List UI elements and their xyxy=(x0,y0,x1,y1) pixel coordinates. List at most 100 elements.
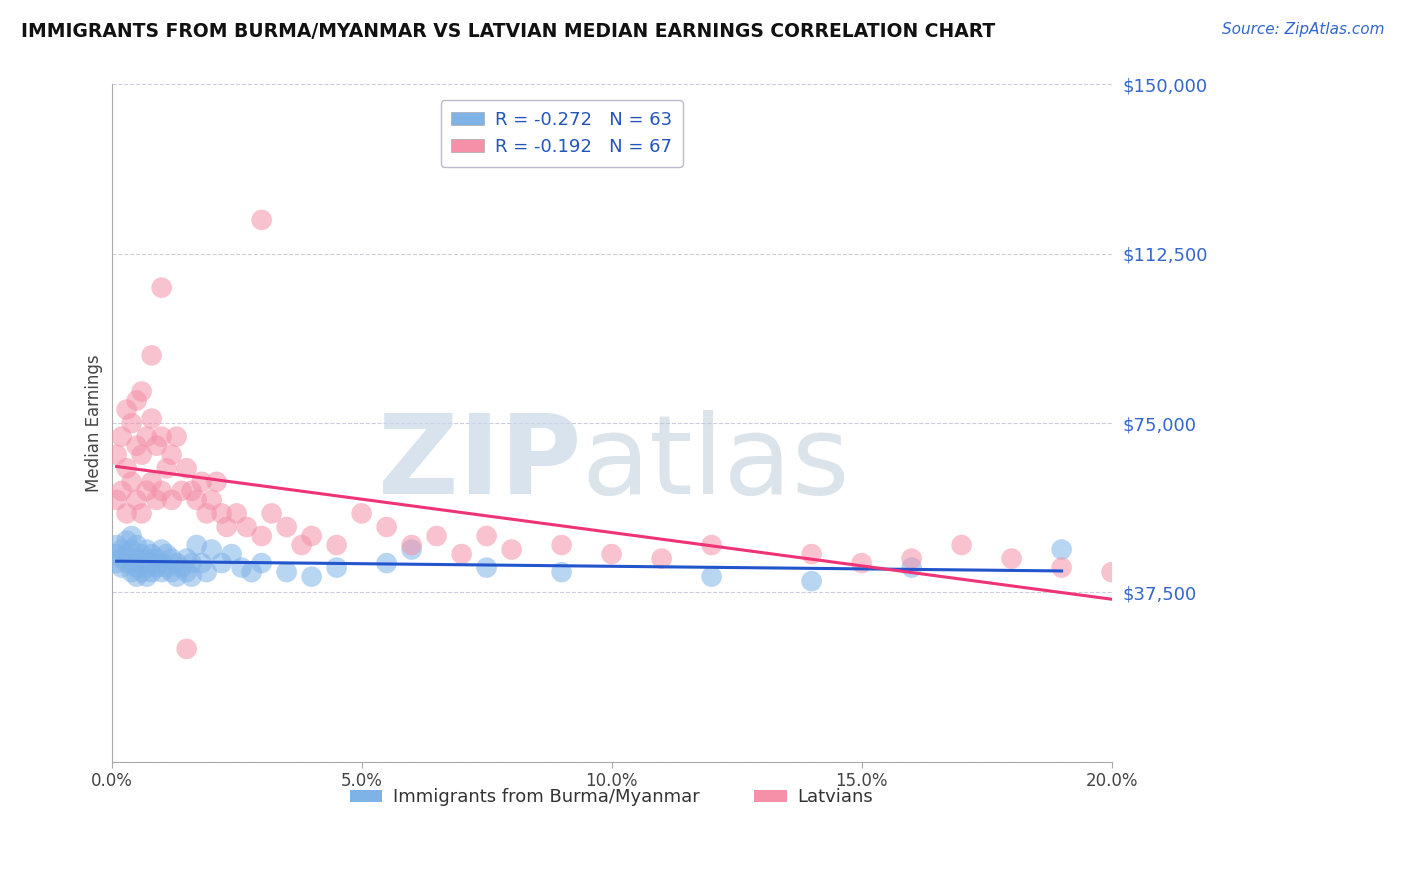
Point xyxy=(121,565,143,579)
Point xyxy=(121,529,143,543)
Point xyxy=(135,560,157,574)
Point xyxy=(141,556,163,570)
Y-axis label: Median Earnings: Median Earnings xyxy=(86,354,103,491)
Point xyxy=(1101,565,1123,579)
Point xyxy=(135,542,157,557)
Point xyxy=(145,551,167,566)
Point xyxy=(150,280,173,294)
Point xyxy=(145,439,167,453)
Point xyxy=(125,439,148,453)
Point xyxy=(900,551,922,566)
Point xyxy=(111,551,134,566)
Point xyxy=(240,565,263,579)
Point xyxy=(145,492,167,507)
Point xyxy=(131,556,153,570)
Point xyxy=(325,560,347,574)
Point xyxy=(201,542,224,557)
Text: Source: ZipAtlas.com: Source: ZipAtlas.com xyxy=(1222,22,1385,37)
Point xyxy=(141,348,163,362)
Point xyxy=(170,483,193,498)
Point xyxy=(121,556,143,570)
Point xyxy=(125,492,148,507)
Point xyxy=(235,520,257,534)
Point xyxy=(201,492,224,507)
Point xyxy=(150,430,173,444)
Point xyxy=(225,507,247,521)
Text: IMMIGRANTS FROM BURMA/MYANMAR VS LATVIAN MEDIAN EARNINGS CORRELATION CHART: IMMIGRANTS FROM BURMA/MYANMAR VS LATVIAN… xyxy=(21,22,995,41)
Point xyxy=(131,565,153,579)
Point xyxy=(550,565,572,579)
Point xyxy=(375,556,398,570)
Point xyxy=(115,461,138,475)
Point xyxy=(176,461,198,475)
Point xyxy=(141,411,163,425)
Point xyxy=(1000,551,1022,566)
Point xyxy=(115,533,138,548)
Point xyxy=(180,483,202,498)
Point xyxy=(250,556,273,570)
Point xyxy=(350,507,373,521)
Point xyxy=(180,556,202,570)
Point xyxy=(1050,560,1073,574)
Point xyxy=(211,507,233,521)
Point xyxy=(170,560,193,574)
Point xyxy=(141,475,163,489)
Point xyxy=(276,520,298,534)
Point xyxy=(190,475,212,489)
Point xyxy=(800,547,823,561)
Point xyxy=(156,560,179,574)
Point xyxy=(450,547,472,561)
Point xyxy=(105,556,128,570)
Point xyxy=(150,565,173,579)
Point xyxy=(160,565,183,579)
Point xyxy=(141,565,163,579)
Point xyxy=(105,492,128,507)
Point xyxy=(250,213,273,227)
Point xyxy=(250,529,273,543)
Point xyxy=(135,569,157,583)
Point xyxy=(121,475,143,489)
Point xyxy=(111,430,134,444)
Point xyxy=(426,529,449,543)
Point xyxy=(166,430,188,444)
Point xyxy=(150,542,173,557)
Point xyxy=(211,556,233,570)
Point xyxy=(700,538,723,552)
Point xyxy=(700,569,723,583)
Point xyxy=(131,384,153,399)
Text: atlas: atlas xyxy=(582,410,851,517)
Point xyxy=(501,542,523,557)
Point xyxy=(195,565,218,579)
Point xyxy=(301,569,323,583)
Point xyxy=(301,529,323,543)
Point xyxy=(160,492,183,507)
Point xyxy=(156,461,179,475)
Point xyxy=(851,556,873,570)
Point xyxy=(475,529,498,543)
Legend: Immigrants from Burma/Myanmar, Latvians: Immigrants from Burma/Myanmar, Latvians xyxy=(343,781,880,814)
Point xyxy=(150,483,173,498)
Point xyxy=(115,507,138,521)
Point xyxy=(131,448,153,462)
Point xyxy=(115,556,138,570)
Point xyxy=(475,560,498,574)
Point xyxy=(150,556,173,570)
Point xyxy=(600,547,623,561)
Point xyxy=(105,547,128,561)
Point xyxy=(800,574,823,589)
Point xyxy=(221,547,243,561)
Point xyxy=(111,483,134,498)
Point xyxy=(125,569,148,583)
Point xyxy=(375,520,398,534)
Point xyxy=(176,551,198,566)
Point xyxy=(205,475,228,489)
Text: ZIP: ZIP xyxy=(378,410,582,517)
Point xyxy=(186,492,208,507)
Point xyxy=(125,538,148,552)
Point xyxy=(176,641,198,656)
Point xyxy=(291,538,314,552)
Point xyxy=(105,448,128,462)
Point xyxy=(125,393,148,408)
Point xyxy=(156,547,179,561)
Point xyxy=(190,556,212,570)
